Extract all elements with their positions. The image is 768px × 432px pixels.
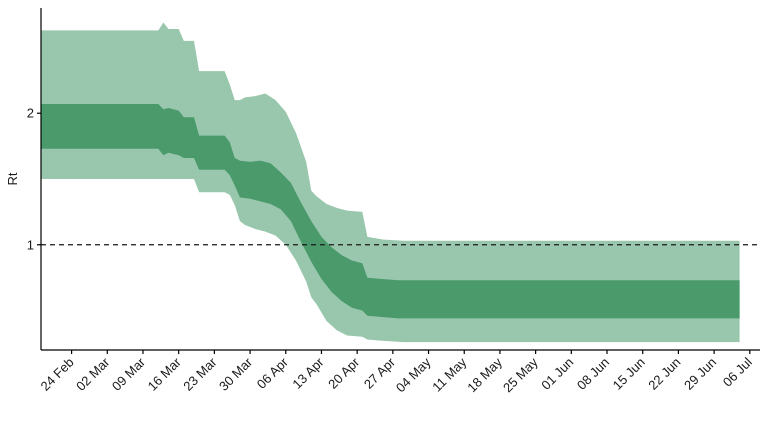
x-tick-label: 06 Apr xyxy=(254,354,292,392)
x-tick-label: 22 Jun xyxy=(645,355,683,393)
y-axis-ticks: 12 xyxy=(27,106,41,252)
y-tick-label: 1 xyxy=(27,237,34,252)
x-tick-label: 15 Jun xyxy=(610,355,648,393)
x-tick-label: 11 May xyxy=(429,354,469,394)
y-axis-title: Rt xyxy=(5,172,20,185)
x-tick-label: 25 May xyxy=(500,354,541,395)
x-tick-label: 20 Apr xyxy=(325,354,363,392)
x-tick-label: 01 Jun xyxy=(538,355,576,393)
x-tick-label: 09 Mar xyxy=(109,354,149,394)
x-tick-label: 04 May xyxy=(393,354,434,395)
x-tick-label: 13 Apr xyxy=(289,354,327,392)
inner-band xyxy=(41,104,740,319)
x-tick-label: 29 Jun xyxy=(681,355,719,393)
outer-band xyxy=(41,22,740,343)
x-tick-label: 24 Feb xyxy=(37,355,76,394)
x-tick-label: 23 Mar xyxy=(180,354,220,394)
axes xyxy=(40,8,760,351)
x-tick-label: 08 Jun xyxy=(574,355,612,393)
x-tick-label: 18 May xyxy=(464,354,505,395)
x-tick-label: 27 Apr xyxy=(361,354,399,392)
y-tick-label: 2 xyxy=(27,106,34,121)
x-tick-label: 30 Mar xyxy=(216,354,256,394)
x-tick-label: 06 Jul xyxy=(720,354,755,389)
credible-interval-bands xyxy=(41,22,740,343)
x-tick-label: 16 Mar xyxy=(145,354,185,394)
x-tick-label: 02 Mar xyxy=(73,354,113,394)
